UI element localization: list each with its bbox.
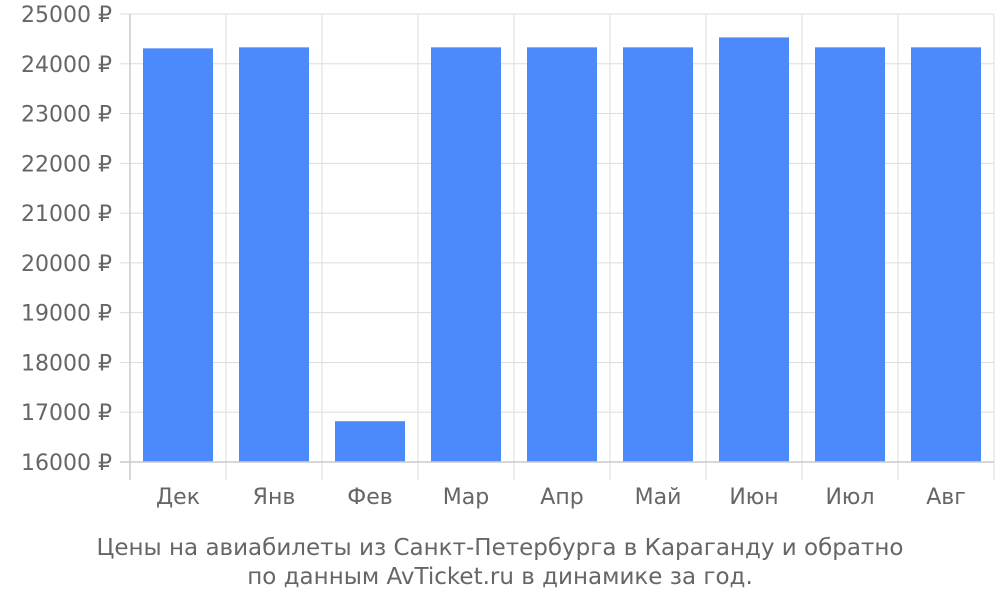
y-tick-label: 23000 ₽ [21,103,112,128]
y-tick-label: 25000 ₽ [21,3,112,28]
x-axis-tick-labels: Дек Янв Фев Мар Апр Май Июн Июл Авг [156,485,966,510]
bar [239,47,309,463]
vertical-gridlines [225,14,995,480]
bar-chart: 16000 ₽ 17000 ₽ 18000 ₽ 19000 ₽ 20000 ₽ 21000… [21,3,995,510]
y-tick-label: 17000 ₽ [21,401,112,426]
bar [431,47,501,463]
x-tick-label: Дек [156,485,200,510]
y-tick-label: 18000 ₽ [21,351,112,376]
x-tick-label: Май [635,485,682,510]
x-tick-label: Мар [443,485,489,510]
bar [911,47,981,463]
x-tick-label: Июн [729,485,778,510]
bar [527,47,597,463]
bar [719,37,789,462]
bar [815,47,885,463]
y-tick-label: 22000 ₽ [21,152,112,177]
axes [120,14,994,480]
bar [335,421,405,462]
chart-subtitle: по данным AvTicket.ru в динамике за год. [247,564,753,590]
x-tick-label: Фев [347,485,392,510]
y-tick-label: 19000 ₽ [21,302,112,327]
y-tick-label: 21000 ₽ [21,202,112,227]
x-tick-label: Апр [540,485,583,510]
x-tick-label: Янв [253,485,296,510]
bar [623,47,693,463]
bar [143,48,213,462]
x-tick-label: Июл [825,485,874,510]
y-tick-label: 24000 ₽ [21,53,112,78]
bars [143,37,981,463]
y-axis-tick-labels: 16000 ₽ 17000 ₽ 18000 ₽ 19000 ₽ 20000 ₽ 21000… [21,3,112,476]
chart-title: Цены на авиабилеты из Санкт-Петербурга в… [96,535,904,561]
y-tick-label: 16000 ₽ [21,451,112,476]
y-tick-label: 20000 ₽ [21,252,112,277]
x-tick-label: Авг [926,485,966,510]
